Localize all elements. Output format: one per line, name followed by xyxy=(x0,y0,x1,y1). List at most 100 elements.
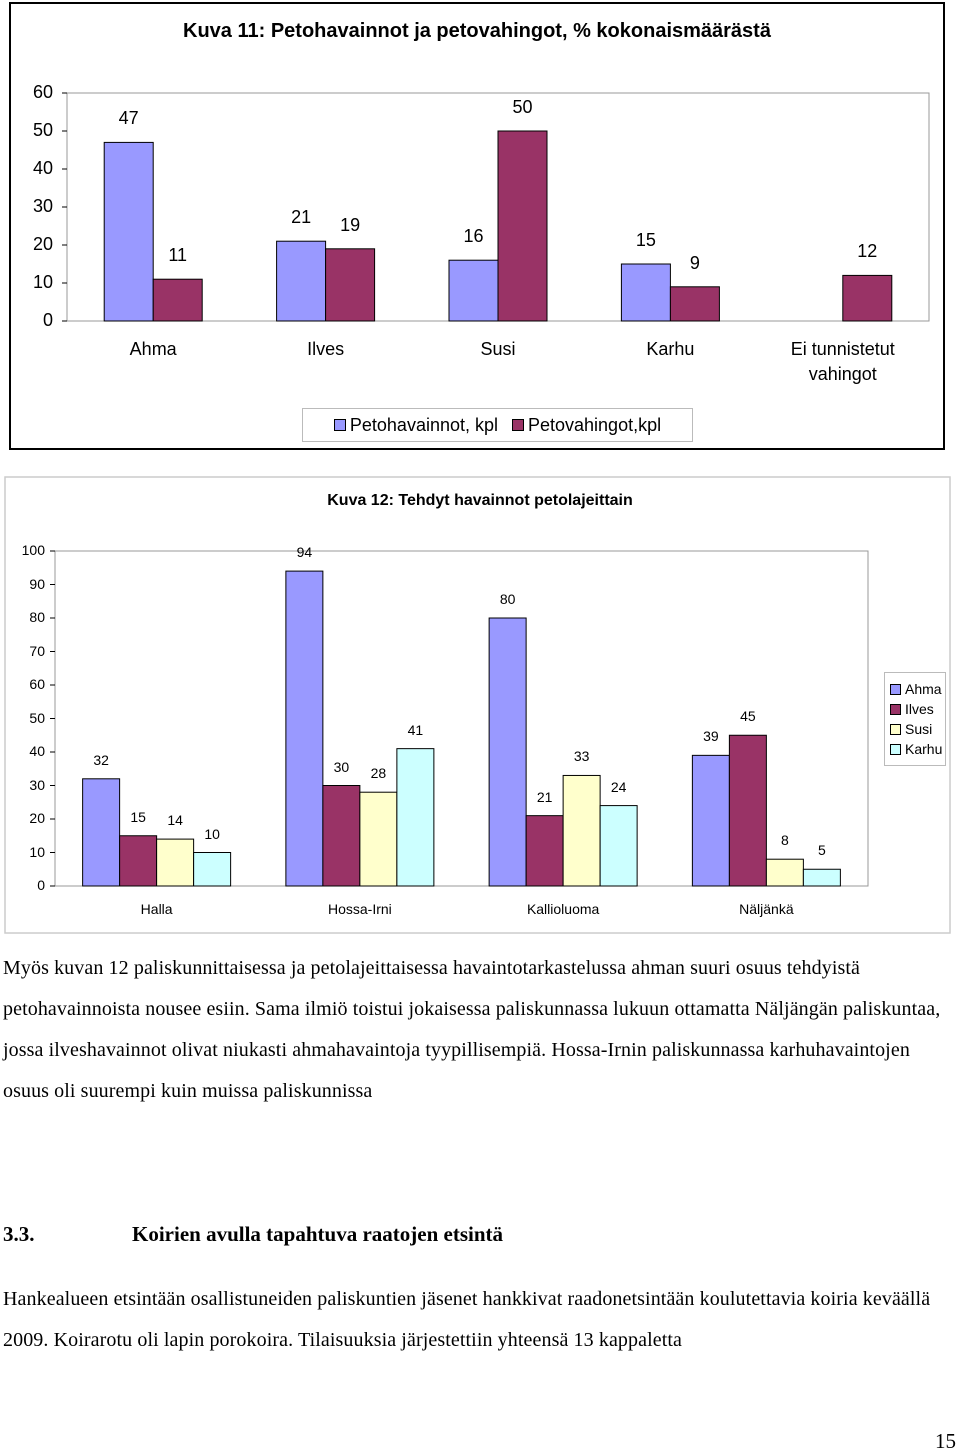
y-tick-label: 40 xyxy=(29,743,45,760)
data-label: 15 xyxy=(635,230,656,250)
data-label: 45 xyxy=(740,708,756,725)
legend-label: Ilves xyxy=(905,701,934,717)
chart-title: Kuva 11: Petohavainnot ja petovahingot, … xyxy=(183,20,771,42)
data-label: 41 xyxy=(407,721,424,738)
legend-swatch xyxy=(512,419,524,431)
bar xyxy=(359,791,398,887)
x-tick-label: Susi xyxy=(480,339,516,359)
chart-frame xyxy=(4,476,951,934)
y-tick-label: 10 xyxy=(29,843,45,860)
legend-swatch xyxy=(890,743,901,755)
data-label: 11 xyxy=(168,245,188,266)
y-tick-label: 20 xyxy=(29,810,45,827)
y-tick-label: 70 xyxy=(29,642,45,659)
bar xyxy=(448,259,499,322)
data-label: 30 xyxy=(333,758,350,775)
bar xyxy=(765,858,804,887)
bar xyxy=(396,748,435,887)
legend-label: Ahma xyxy=(905,681,942,697)
page-number: 15 xyxy=(935,1429,956,1451)
chart-title: Kuva 12: Tehdyt havainnot petolajeittain xyxy=(327,492,633,509)
x-tick-label: Ahma xyxy=(129,339,177,359)
bar xyxy=(276,240,327,322)
x-tick-label: Näljänkä xyxy=(739,901,794,917)
data-label: 21 xyxy=(536,788,553,805)
data-label: 32 xyxy=(93,751,109,768)
legend-item: Susi xyxy=(890,721,945,737)
legend: Petohavainnot, kpl Petovahingot,kpl xyxy=(302,408,693,442)
legend-item: Karhu xyxy=(890,741,945,757)
bar xyxy=(802,868,841,887)
legend: Ahma Ilves Susi Karhu xyxy=(884,672,946,766)
data-label: 19 xyxy=(340,214,361,235)
y-tick-label: 50 xyxy=(32,120,53,141)
data-label: 39 xyxy=(703,728,719,745)
bar xyxy=(620,263,671,322)
bar xyxy=(156,838,195,887)
bar xyxy=(325,248,376,322)
x-tick-label: Hossa-Irni xyxy=(327,901,392,917)
bar xyxy=(152,278,203,322)
legend-swatch xyxy=(890,683,901,695)
data-label: 33 xyxy=(573,748,590,765)
data-label: 10 xyxy=(204,825,220,842)
bar xyxy=(691,754,730,887)
data-label: 5 xyxy=(817,842,826,859)
y-tick-label: 0 xyxy=(37,877,45,894)
y-tick-label: 50 xyxy=(29,709,45,726)
y-tick-label: 60 xyxy=(29,676,45,693)
legend-item: Ilves xyxy=(890,701,945,717)
data-label: 9 xyxy=(689,252,700,273)
data-label: 94 xyxy=(296,544,313,561)
data-label: 24 xyxy=(610,778,627,795)
legend-label: Petohavainnot, kpl xyxy=(349,414,498,435)
bar xyxy=(562,774,601,887)
legend-label: Susi xyxy=(905,721,933,737)
bar xyxy=(842,274,893,322)
bar xyxy=(669,286,720,322)
y-tick-label: 100 xyxy=(21,542,45,559)
data-label: 15 xyxy=(130,808,146,825)
data-label: 16 xyxy=(463,226,484,247)
x-tick-label: Kallioluoma xyxy=(526,901,600,917)
y-tick-label: 30 xyxy=(32,196,53,217)
bar xyxy=(497,130,548,322)
legend-item: Petovahingot,kpl xyxy=(512,409,661,441)
y-tick-label: 40 xyxy=(32,158,53,179)
bar xyxy=(322,785,361,887)
x-tick-label: Karhu xyxy=(646,339,695,359)
y-tick-label: 60 xyxy=(32,82,53,103)
legend-item: Ahma xyxy=(890,681,945,697)
chart-frame xyxy=(9,2,945,450)
data-label: 80 xyxy=(499,591,516,607)
y-tick-label: 10 xyxy=(32,272,53,293)
x-tick-label: Ei tunnistetut vahingot xyxy=(790,339,895,385)
bar xyxy=(488,617,527,887)
bar xyxy=(193,852,232,887)
legend-label: Petovahingot,kpl xyxy=(528,414,662,435)
data-label: 21 xyxy=(291,207,312,228)
bar xyxy=(285,570,324,887)
data-label: 50 xyxy=(512,97,533,117)
legend-swatch xyxy=(890,723,901,735)
data-label: 28 xyxy=(370,765,387,782)
bar xyxy=(119,835,158,887)
bar xyxy=(525,815,564,887)
paragraph: Myös kuvan 12 paliskunnittaisessa ja pet… xyxy=(3,957,941,1102)
y-tick-label: 90 xyxy=(29,575,45,592)
bar xyxy=(103,141,154,322)
legend-swatch xyxy=(890,703,901,715)
data-label: 12 xyxy=(857,241,878,262)
data-label: 8 xyxy=(780,832,789,849)
legend-swatch xyxy=(333,419,346,431)
x-tick-label: Halla xyxy=(140,901,173,917)
y-tick-label: 20 xyxy=(32,234,53,255)
bar xyxy=(728,734,767,887)
data-label: 14 xyxy=(167,812,183,829)
y-tick-label: 30 xyxy=(29,776,45,793)
section-number: 3.3. xyxy=(3,1222,35,1246)
y-tick-label: 0 xyxy=(42,310,53,331)
bar xyxy=(82,778,121,887)
